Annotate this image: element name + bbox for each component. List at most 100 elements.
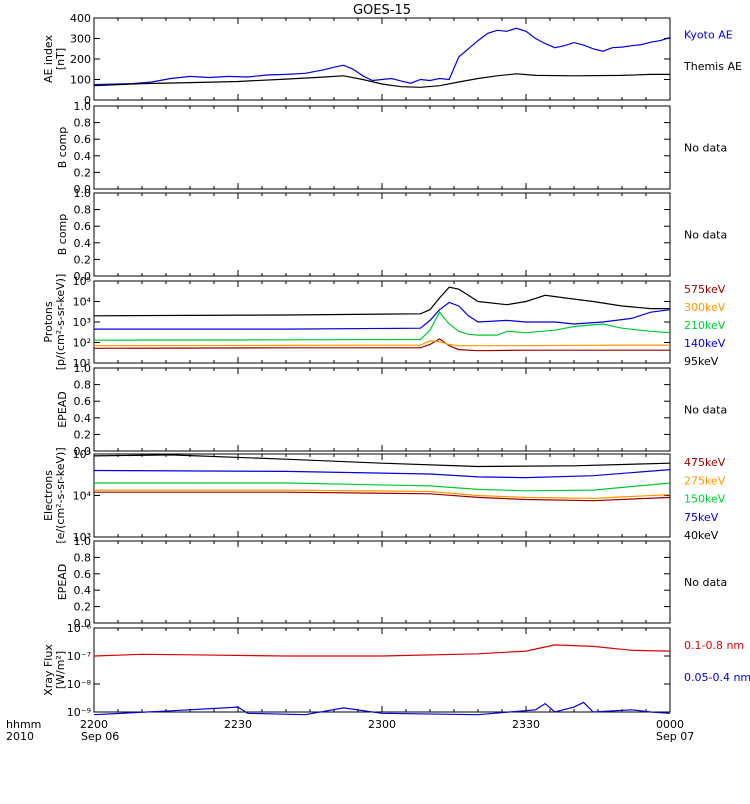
series-line-210kev xyxy=(93,311,671,341)
no-data-label: No data xyxy=(684,229,727,242)
y-tick-label: 0.4 xyxy=(74,584,92,597)
panel-xray: 10⁻⁶ 10⁻⁷ 10⁻⁸ 10⁻⁹ Xray Flux [W/m²] 0.1-0.8 n… xyxy=(42,622,750,719)
y-tick-label: 10³ xyxy=(73,316,91,329)
panels: 400 300 200 100 0 AE index [nT] Kyoto AE Themis … xyxy=(42,12,750,719)
legend-label: 40keV xyxy=(684,529,719,542)
y-tick-label: 300 xyxy=(70,33,91,46)
y-tick-label: 0.8 xyxy=(74,204,92,217)
y-tick-label: 0.4 xyxy=(74,150,92,163)
y-tick-label: 0.2 xyxy=(74,253,92,266)
x-tick-label: 0000 xyxy=(656,718,684,731)
y-tick-label: 10⁻⁸ xyxy=(67,678,92,691)
series-line-0-1-0-8-nm xyxy=(93,644,671,657)
y-tick-label: 10⁴ xyxy=(73,296,92,309)
series-line-themis-ae xyxy=(93,73,670,88)
legend-label: 0.1-0.8 nm xyxy=(684,639,744,652)
y-tick-label: 1.0 xyxy=(74,100,92,113)
y-tick-label: 1.0 xyxy=(74,362,92,375)
x-tick-label: 2230 xyxy=(224,718,252,731)
y-tick-label: 10⁻⁶ xyxy=(67,622,92,635)
legend-label: 300keV xyxy=(684,301,726,314)
y-axis-label: AE index xyxy=(42,34,55,83)
y-tick-label: 10⁴ xyxy=(73,490,92,503)
y-axis-label: Xray Flux xyxy=(42,644,55,696)
legend-label: 150keV xyxy=(684,493,726,506)
y-axis-label: [e/(cm²-s-sr-keV)] xyxy=(54,447,67,543)
y-tick-label: 10⁵ xyxy=(73,275,91,288)
y-axis-label: [nT] xyxy=(54,48,67,70)
x-label-hhmm: hhmm xyxy=(6,718,41,731)
legend-label: 0.05-0.4 nm xyxy=(684,671,750,684)
panel-frame xyxy=(93,540,671,624)
no-data-label: No data xyxy=(684,576,727,589)
series-line-95kev xyxy=(93,286,670,317)
y-tick-label: 0.8 xyxy=(74,379,92,392)
x-label-year: 2010 xyxy=(6,730,34,743)
panel-frame xyxy=(93,627,671,713)
x-tick-label: 2200 xyxy=(80,718,108,731)
legend-label: 275keV xyxy=(684,474,726,487)
y-tick-label: 0.4 xyxy=(74,237,92,250)
y-tick-label: 10⁻⁷ xyxy=(67,650,91,663)
y-tick-label: 0.6 xyxy=(74,220,92,233)
legend-label: Kyoto AE xyxy=(684,28,733,41)
y-axis-label: [W/m²] xyxy=(54,651,67,689)
legend-label: 475keV xyxy=(684,456,726,469)
y-tick-label: 0.2 xyxy=(74,601,92,614)
y-tick-label: 0.0 xyxy=(74,183,92,196)
y-tick-label: 0.8 xyxy=(74,551,92,564)
y-axis-label: B comp xyxy=(56,214,69,256)
panel-b1: 1.0 0.8 0.6 0.4 0.2 0.0 B comp No data xyxy=(56,100,727,196)
series-line-140kev xyxy=(94,301,671,330)
legend-label: 575keV xyxy=(684,283,726,296)
y-tick-label: 0.4 xyxy=(74,412,92,425)
x-start-date: Sep 06 xyxy=(81,730,119,743)
x-tick-label: 2330 xyxy=(512,718,540,731)
y-axis-label: EPEAD xyxy=(56,391,69,428)
y-tick-label: 10² xyxy=(73,337,91,350)
y-tick-label: 200 xyxy=(70,53,91,66)
series-line-kyoto-ae xyxy=(93,27,671,86)
y-tick-label: 10³ xyxy=(73,531,91,544)
y-tick-label: 400 xyxy=(70,12,91,25)
y-tick-label: 0.0 xyxy=(74,270,92,283)
series-line-300kev xyxy=(93,340,670,347)
legend-label: Themis AE xyxy=(683,60,742,73)
panel-ae: 400 300 200 100 0 AE index [nT] Kyoto AE Themis … xyxy=(42,12,742,107)
legend-label: 210keV xyxy=(684,319,726,332)
panel-protons: 10⁵ 10⁴ 10³ 10² 10¹ Protons [p/(cm²-s-sr-keV)]… xyxy=(42,274,726,371)
y-tick-label: 10⁻⁹ xyxy=(67,706,91,719)
panel-electrons: 10⁵ 10⁴ 10³ Electrons [e/(cm²-s-sr-keV)] 475k… xyxy=(42,447,726,544)
y-tick-label: 1.0 xyxy=(74,187,92,200)
y-tick-label: 100 xyxy=(70,74,91,87)
y-tick-label: 0.6 xyxy=(74,133,92,146)
no-data-label: No data xyxy=(684,142,727,155)
y-tick-label: 0 xyxy=(84,94,91,107)
legend-label: 140keV xyxy=(684,337,726,350)
x-end-date: Sep 07 xyxy=(656,730,694,743)
legend-label: 75keV xyxy=(684,511,719,524)
series-line-150kev xyxy=(94,482,671,492)
panel-b2: 1.0 0.8 0.6 0.4 0.2 0.0 B comp No data xyxy=(56,187,727,283)
x-axis: hhmm 2010 Sep 06 Sep 07 2200 2230 2300 2330… xyxy=(6,718,694,743)
panel-frame xyxy=(93,367,671,452)
x-tick-label: 2300 xyxy=(368,718,396,731)
y-tick-label: 0.8 xyxy=(74,117,92,130)
y-axis-label: [p/(cm²-s-sr-keV)] xyxy=(54,274,67,371)
y-tick-label: 10⁵ xyxy=(73,448,91,461)
y-axis-label: EPEAD xyxy=(56,564,69,601)
panel-frame xyxy=(93,192,671,277)
panel-epead2: 1.0 0.8 0.6 0.4 0.2 0.0 EPEAD No data xyxy=(56,535,727,630)
legend-label: 95keV xyxy=(684,355,719,368)
y-tick-label: 0.2 xyxy=(74,166,92,179)
y-tick-label: 10¹ xyxy=(73,357,91,370)
panel-frame xyxy=(93,453,671,538)
series-line-575kev xyxy=(93,338,670,352)
series-line-75kev xyxy=(93,469,671,479)
y-axis-label: Electrons xyxy=(42,470,55,521)
y-tick-label: 0.6 xyxy=(74,568,92,581)
y-tick-label: 0.0 xyxy=(74,617,92,630)
no-data-label: No data xyxy=(684,404,727,417)
